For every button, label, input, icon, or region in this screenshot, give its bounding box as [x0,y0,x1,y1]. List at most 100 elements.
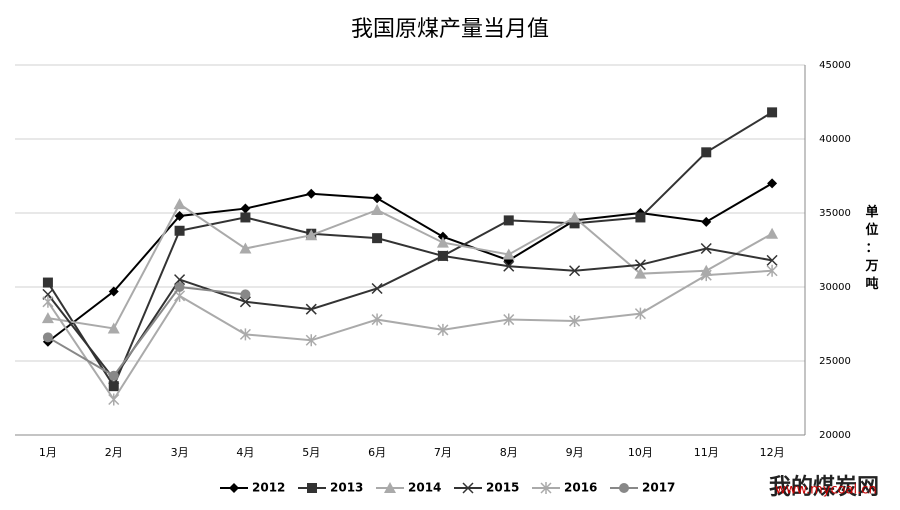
marker [108,393,120,406]
y-tick-label: 25000 [819,356,851,367]
x-tick-label: 5月 [302,446,320,459]
marker-shape [619,483,629,493]
marker-shape [540,482,552,494]
marker-shape [767,178,778,189]
x-tick-label: 11月 [694,446,719,459]
marker [372,193,383,204]
marker-shape [437,250,449,262]
marker-shape [437,323,449,336]
marker [569,315,581,328]
series-line [47,247,773,381]
marker-shape [372,193,383,204]
marker-shape [635,212,646,223]
marker-shape [767,107,778,118]
marker [174,225,185,236]
x-tick-label: 12月 [760,446,785,459]
marker-shape [503,215,514,226]
marker [239,328,251,341]
marker [371,204,384,216]
marker [766,227,779,239]
marker-shape [700,242,712,255]
marker [569,265,581,277]
marker [503,260,515,272]
legend-label: 2015 [486,481,519,495]
marker [174,210,185,221]
marker-shape [371,282,383,295]
y-tick-label: 30000 [819,282,851,293]
marker [502,248,515,260]
legend-label: 2013 [330,481,363,495]
marker-shape [42,332,53,343]
marker-shape [240,203,251,214]
marker-shape [701,147,712,158]
marker-shape [41,312,54,324]
marker-shape [42,295,54,308]
marker [372,233,383,244]
marker [107,322,120,334]
marker-shape [305,334,317,347]
marker-shape [174,282,185,292]
marker [767,178,778,189]
marker-shape [569,265,581,277]
legend-label: 2017 [642,481,675,495]
marker [306,188,317,199]
marker [766,254,778,266]
marker [568,211,581,223]
marker [108,370,119,381]
marker-shape [766,264,778,277]
marker [371,282,383,295]
y-tick-label: 40000 [819,134,851,145]
series-line [47,111,773,389]
marker-shape [42,277,53,288]
marker-shape [240,289,251,300]
marker-shape [462,482,474,494]
y-axis-label: 单位：万吨 [864,204,878,292]
marker-shape [503,260,515,272]
marker-shape [306,188,317,199]
y-tick-label: 45000 [819,60,851,71]
marker-shape [766,227,779,239]
legend-label: 2014 [408,481,441,495]
marker [634,307,646,320]
marker [240,212,251,223]
series-line [47,285,246,378]
legend-label: 2012 [252,481,285,495]
marker [240,289,251,300]
marker [766,264,778,277]
marker [108,286,119,297]
marker-shape [174,225,185,236]
marker-shape [371,204,384,216]
legend-label: 2016 [564,481,597,495]
marker-shape [766,254,778,266]
legend-marker [540,482,552,494]
marker-shape [436,236,449,248]
marker [700,269,712,282]
marker-shape [108,370,119,381]
marker-shape [174,210,185,221]
marker-shape [502,248,515,260]
y-tick-label: 20000 [819,430,851,441]
marker-shape [372,233,383,244]
marker-shape [240,212,251,223]
marker-shape [229,483,239,493]
marker-shape [569,315,581,328]
legend-marker [229,483,239,493]
marker [701,216,712,227]
marker [437,250,449,262]
x-tick-label: 8月 [500,446,518,459]
marker-shape [239,296,251,308]
marker-shape [700,269,712,282]
marker [42,295,54,308]
marker-shape [634,267,647,279]
x-tick-label: 1月 [39,446,57,459]
y-tick-label: 35000 [819,208,851,219]
legend-marker [307,483,317,493]
marker [305,303,317,315]
marker [174,282,185,292]
x-tick-label: 6月 [368,446,386,459]
marker [305,334,317,347]
marker [436,236,449,248]
marker-shape [108,393,120,406]
marker-shape [305,229,318,241]
